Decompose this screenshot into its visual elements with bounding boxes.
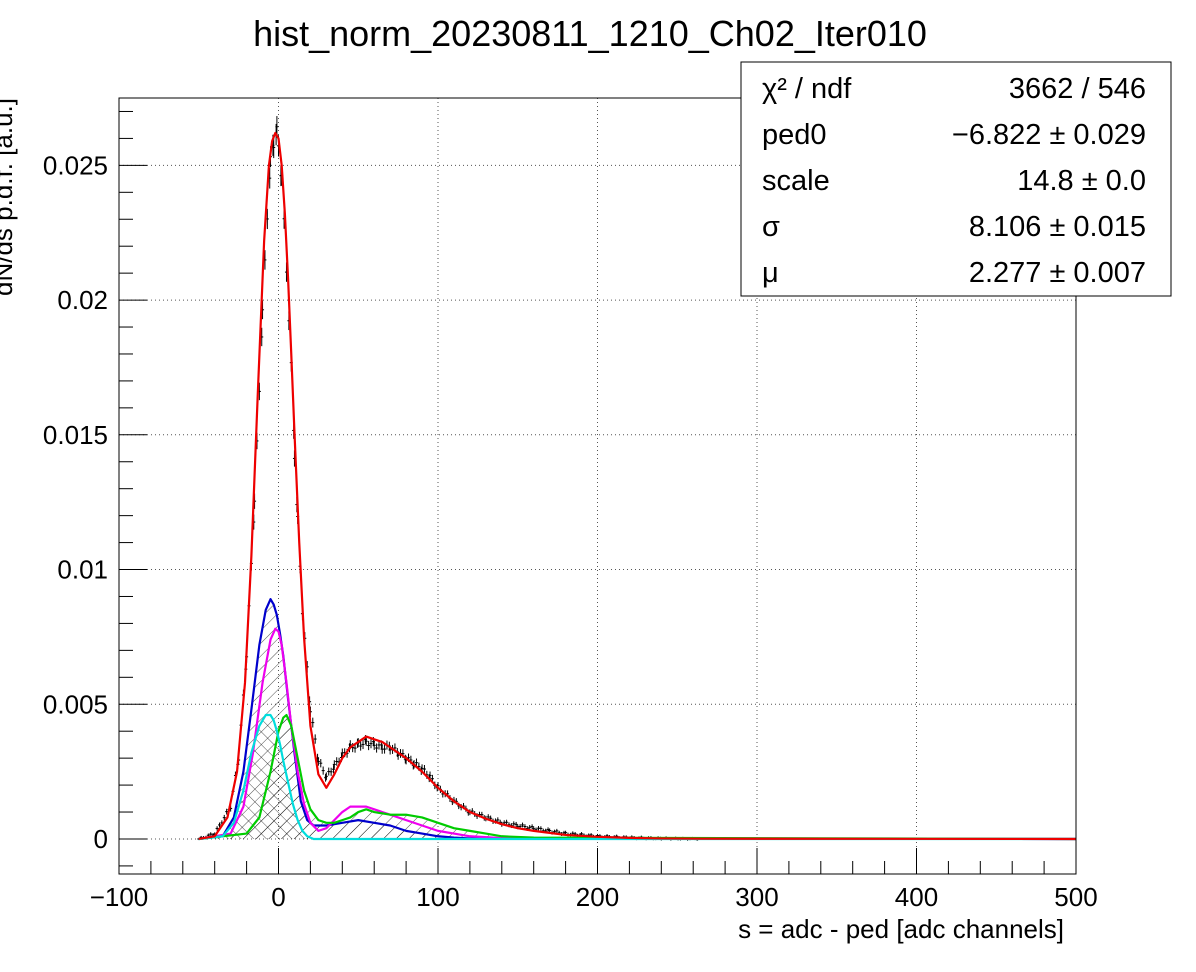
x-tick-label-6: 500 <box>1054 882 1097 912</box>
x-axis: −100 0 100 200 300 400 500 <box>90 848 1098 912</box>
x-tick-label-0: −100 <box>90 882 149 912</box>
x-axis-title: s = adc - ped [adc channels] <box>738 914 1064 944</box>
y-tick-label-1: 0.005 <box>43 689 108 719</box>
x-tick-label-3: 200 <box>576 882 619 912</box>
stat-label-chi2: χ² / ndf <box>762 73 852 105</box>
cyan-hatched-area <box>198 715 1076 839</box>
cyan-fit-curve <box>198 713 1076 841</box>
magenta-fit-curve <box>198 627 1076 841</box>
red-fit-curve <box>198 131 1076 841</box>
stat-label-mu: μ <box>762 257 779 289</box>
grid-lines <box>119 98 1076 874</box>
stats-box-frame <box>740 61 1172 297</box>
blue-hatched-area <box>198 599 1076 839</box>
stat-label-scale: scale <box>762 165 830 197</box>
y-axis: 0 0.005 0.01 0.015 0.02 0.025 <box>43 110 147 867</box>
x-tick-label-2: 100 <box>416 882 459 912</box>
y-tick-label-3: 0.015 <box>43 420 108 450</box>
y-tick-label-4: 0.02 <box>57 285 108 315</box>
y-tick-label-5: 0.025 <box>43 150 108 180</box>
stat-value-scale: 14.8 ± 0.0 <box>1017 165 1146 197</box>
fit-curves <box>198 131 1076 841</box>
stat-value-chi2: 3662 / 546 <box>1009 73 1146 105</box>
blue-fit-curve <box>198 598 1076 841</box>
green-fit-curve <box>198 713 1076 841</box>
y-tick-label-2: 0.01 <box>57 555 108 585</box>
stat-value-sigma: 8.106 ± 0.015 <box>969 211 1146 243</box>
hatched-areas <box>198 599 1076 839</box>
y-axis-title: dN/ds p.d.f. [a.u.] <box>0 98 18 296</box>
x-tick-label-1: 0 <box>271 882 285 912</box>
chart-title: hist_norm_20230811_1210_Ch02_Iter010 <box>253 13 927 54</box>
y-tick-label-0: 0 <box>94 824 108 854</box>
x-tick-label-4: 300 <box>735 882 778 912</box>
stat-value-ped0: −6.822 ± 0.029 <box>952 119 1146 151</box>
stat-value-mu: 2.277 ± 0.007 <box>969 257 1146 289</box>
stats-box: χ² / ndf 3662 / 546 ped0 −6.822 ± 0.029 … <box>740 61 1172 297</box>
stat-label-ped0: ped0 <box>762 119 827 151</box>
stat-label-sigma: σ <box>762 211 780 243</box>
x-tick-label-5: 400 <box>895 882 938 912</box>
green-hatched-area <box>198 715 1076 839</box>
